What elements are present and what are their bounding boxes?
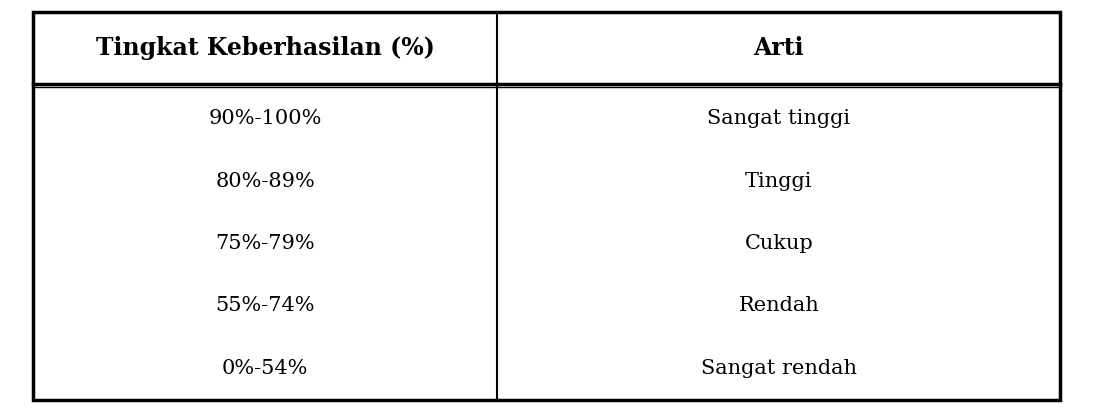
- Text: Tingkat Keberhasilan (%): Tingkat Keberhasilan (%): [95, 36, 435, 60]
- Text: Sangat tinggi: Sangat tinggi: [707, 109, 850, 128]
- Text: Arti: Arti: [753, 36, 804, 60]
- Text: 90%-100%: 90%-100%: [209, 109, 321, 128]
- Text: Rendah: Rendah: [739, 297, 819, 316]
- Text: 75%-79%: 75%-79%: [215, 234, 315, 253]
- Text: Sangat rendah: Sangat rendah: [701, 359, 857, 378]
- Text: Tinggi: Tinggi: [745, 171, 812, 190]
- Text: 55%-74%: 55%-74%: [215, 297, 315, 316]
- Text: Cukup: Cukup: [744, 234, 813, 253]
- Text: 0%-54%: 0%-54%: [222, 359, 308, 378]
- Text: 80%-89%: 80%-89%: [215, 171, 315, 190]
